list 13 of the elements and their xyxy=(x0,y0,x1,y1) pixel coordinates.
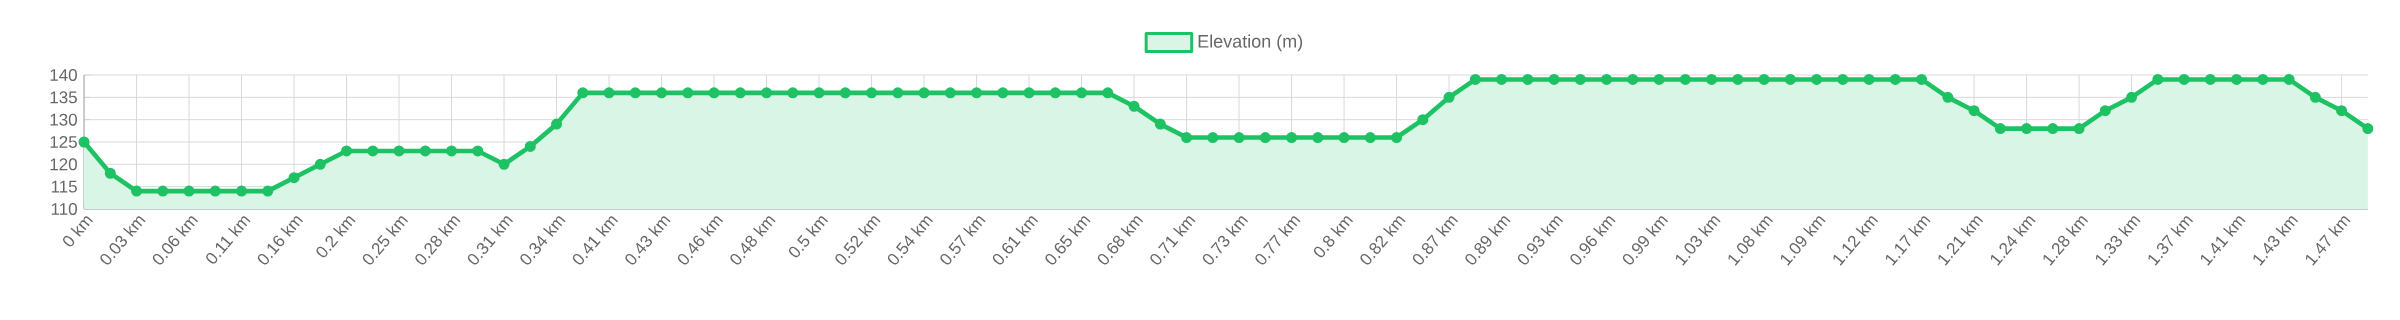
y-tick-label: 115 xyxy=(51,180,77,193)
y-tick-label: 130 xyxy=(50,113,77,126)
y-tick-label: 120 xyxy=(50,158,77,171)
x-tick-label: 0.5 km xyxy=(788,216,829,258)
y-tick-label: 125 xyxy=(50,135,77,148)
x-tick-label: 0 km xyxy=(63,216,94,247)
x-tick-label: 0.11 km xyxy=(206,216,251,264)
x-tick-label: 0.2 km xyxy=(316,216,356,258)
x-tick-label: 0.8 km xyxy=(1313,216,1354,258)
y-tick-label: 110 xyxy=(51,202,77,215)
y-tick-label: 135 xyxy=(50,91,77,104)
y-tick-label: 140 xyxy=(50,68,77,81)
legend-label: Elevation (m) xyxy=(1198,34,1303,52)
